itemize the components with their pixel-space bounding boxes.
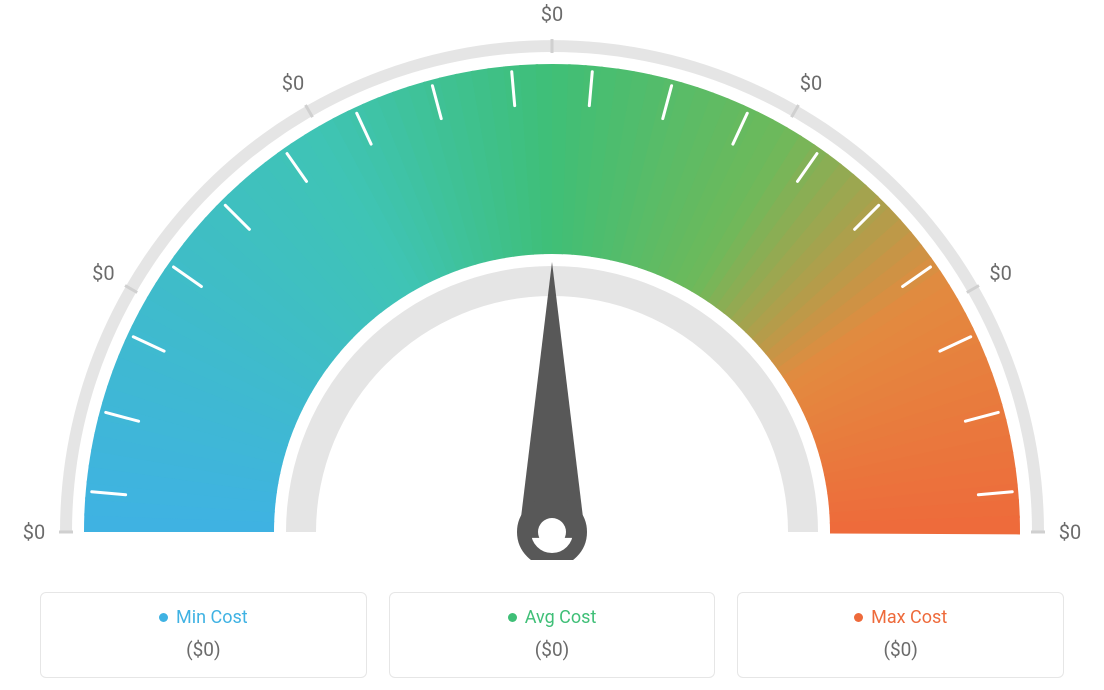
legend-label-min: Min Cost (176, 607, 248, 628)
legend-label-max: Max Cost (871, 607, 947, 628)
gauge-chart-container: $0 $0 $0 $0 $0 $0 $0 Min Cost ($0) Avg Cost ($… (0, 0, 1104, 690)
gauge-tick-label: $0 (541, 2, 563, 26)
gauge-tick-label: $0 (23, 520, 45, 544)
legend-row: Min Cost ($0) Avg Cost ($0) Max Cost ($0… (40, 592, 1064, 678)
legend-value-avg: ($0) (400, 638, 705, 661)
gauge-tick-label: $0 (282, 71, 304, 95)
legend-label-row: Min Cost (51, 607, 356, 628)
gauge-tick-label: $0 (92, 261, 114, 285)
legend-dot-avg (508, 613, 517, 622)
legend-card-min: Min Cost ($0) (40, 592, 367, 678)
legend-dot-max (854, 613, 863, 622)
gauge-svg (0, 0, 1104, 560)
legend-label-row: Avg Cost (400, 607, 705, 628)
legend-value-min: ($0) (51, 638, 356, 661)
legend-card-max: Max Cost ($0) (737, 592, 1064, 678)
legend-card-avg: Avg Cost ($0) (389, 592, 716, 678)
gauge-area: $0 $0 $0 $0 $0 $0 $0 (0, 0, 1104, 560)
legend-label-row: Max Cost (748, 607, 1053, 628)
legend-label-avg: Avg Cost (525, 607, 597, 628)
legend-dot-min (159, 613, 168, 622)
gauge-tick-label: $0 (800, 71, 822, 95)
gauge-tick-label: $0 (1059, 520, 1081, 544)
legend-value-max: ($0) (748, 638, 1053, 661)
gauge-tick-label: $0 (989, 261, 1011, 285)
